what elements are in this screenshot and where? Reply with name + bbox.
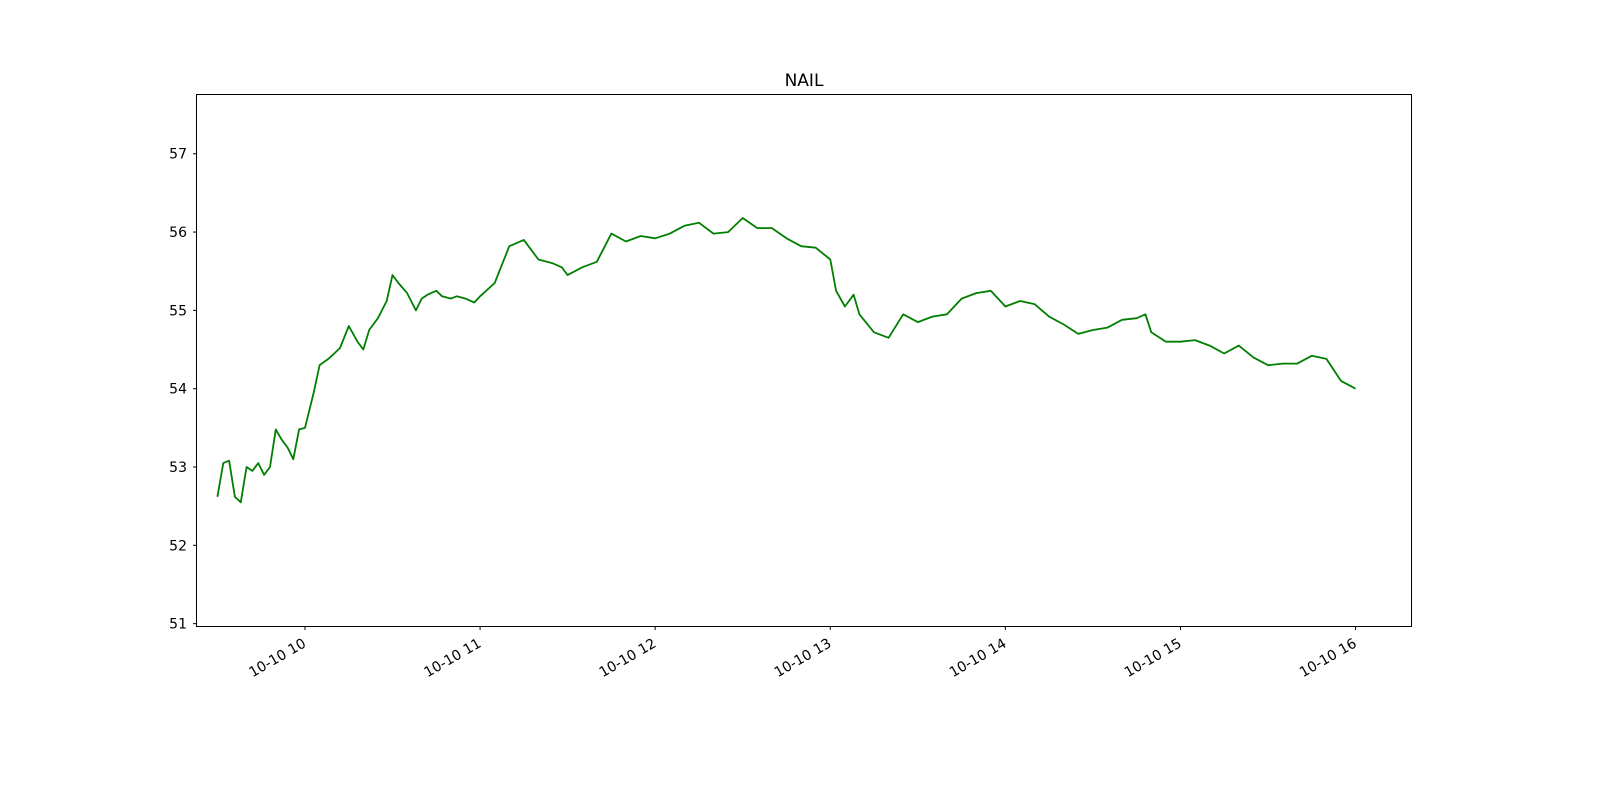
plot-area xyxy=(216,217,1357,504)
y-axis: 51 52 53 54 55 56 57 xyxy=(169,147,197,633)
y-tick-label: 54 xyxy=(169,382,187,398)
plot-frame xyxy=(196,94,1412,627)
y-tick-label: 55 xyxy=(169,303,187,319)
y-tick-label: 51 xyxy=(169,617,187,633)
series-line xyxy=(216,217,1357,504)
y-tick-label: 53 xyxy=(169,460,187,476)
y-tick-label: 57 xyxy=(169,147,187,163)
y-tick-label: 56 xyxy=(169,225,187,241)
chart-title: NAIL xyxy=(785,71,824,91)
y-tick-label: 52 xyxy=(169,538,187,554)
